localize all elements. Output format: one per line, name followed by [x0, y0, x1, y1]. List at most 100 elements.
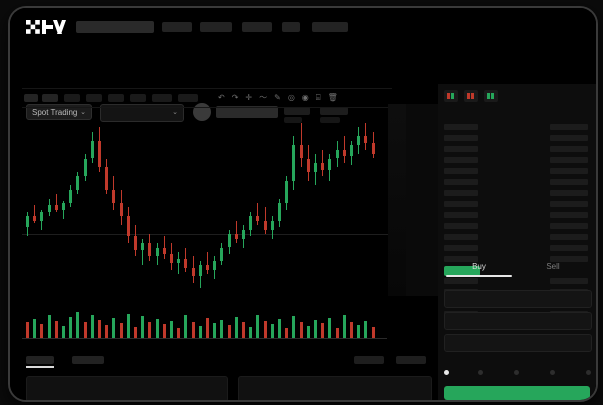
order-book-size-cell[interactable]: [444, 168, 478, 174]
chevron-down-icon: ⌄: [172, 109, 178, 116]
order-book-size-cell[interactable]: [444, 278, 478, 284]
candle-wick: [199, 260, 201, 288]
toolbar-timeframe-6[interactable]: [130, 94, 146, 102]
price-input-field[interactable]: [444, 312, 592, 330]
eye-icon[interactable]: ◉: [301, 93, 309, 102]
candle: [184, 247, 188, 272]
order-book-size-cell[interactable]: [444, 234, 478, 240]
candle: [47, 198, 51, 217]
order-book-price-cell[interactable]: [550, 223, 588, 229]
tab-sell[interactable]: Sell: [546, 262, 560, 271]
order-book-price-cell[interactable]: [550, 135, 588, 141]
lock-icon[interactable]: ⌸: [315, 93, 321, 102]
app-screen: Spot Trading ⌄ ⌄: [10, 8, 596, 400]
order-book-size-cell[interactable]: [444, 190, 478, 196]
order-book-header: [444, 110, 590, 116]
volume-bar: [191, 321, 195, 338]
order-book-size-cell[interactable]: [444, 201, 478, 207]
order-type-field[interactable]: [444, 290, 592, 308]
order-book-price-cell[interactable]: [550, 234, 588, 240]
candle-wick: [106, 158, 108, 195]
price-chart[interactable]: [22, 108, 397, 298]
order-book-price-cell[interactable]: [550, 124, 588, 130]
okx-logo[interactable]: [26, 20, 66, 34]
toolbar-timeframe-4[interactable]: [86, 94, 102, 102]
nav-item-5[interactable]: [312, 22, 348, 32]
toolbar-timeframe-3[interactable]: [64, 94, 80, 102]
undo-icon[interactable]: ↶: [218, 93, 225, 102]
volume-bar: [170, 320, 173, 338]
bottom-right-item-1[interactable]: [354, 356, 384, 364]
order-book-price-cell[interactable]: [550, 179, 588, 185]
order-book-size-cell[interactable]: [444, 212, 478, 218]
candle-wick: [250, 211, 252, 237]
bottom-right-item-2[interactable]: [396, 356, 426, 364]
bottom-tab-1[interactable]: [26, 356, 54, 364]
search-input[interactable]: [76, 21, 154, 33]
toolbar-indicator-button[interactable]: [178, 94, 198, 102]
candle: [350, 140, 353, 166]
trading-pair-selector[interactable]: ⌄: [100, 104, 184, 122]
order-book-size-cell[interactable]: [444, 245, 478, 251]
candle-wick: [336, 140, 338, 168]
candle: [69, 185, 73, 208]
volume-bar: [299, 321, 303, 338]
order-book-price-cell[interactable]: [550, 190, 588, 196]
order-book-price-cell[interactable]: [550, 146, 588, 152]
order-book-size-cell[interactable]: [444, 157, 478, 163]
toolbar-timeframe-2[interactable]: [42, 94, 58, 102]
slider-dot-3[interactable]: [550, 370, 555, 375]
toolbar-timeframe-5[interactable]: [108, 94, 124, 102]
magnet-icon[interactable]: ◎: [287, 93, 295, 102]
order-book-price-cell[interactable]: [550, 201, 588, 207]
volume-bar: [54, 320, 58, 338]
volume-bar: [40, 324, 44, 338]
candle-wick: [300, 122, 302, 168]
slider-dot-4[interactable]: [586, 370, 591, 375]
order-book-price-cell[interactable]: [550, 212, 588, 218]
trendline-icon[interactable]: 〜: [259, 93, 268, 102]
amount-input-field[interactable]: [444, 334, 592, 352]
amount-slider[interactable]: [444, 368, 594, 378]
slider-dot-2[interactable]: [514, 370, 519, 375]
order-book-price-cell[interactable]: [550, 157, 588, 163]
candle: [40, 209, 44, 230]
order-book-size-cell[interactable]: [444, 223, 478, 229]
orderbook-asks-icon[interactable]: [464, 90, 478, 102]
toolbar-timeframe-7[interactable]: [152, 94, 172, 102]
candle-wick: [343, 136, 345, 163]
order-book-price-cell[interactable]: [550, 168, 588, 174]
order-book-size-cell[interactable]: [444, 135, 478, 141]
slider-dot-0[interactable]: [444, 370, 449, 375]
crosshair-icon[interactable]: ✛: [245, 93, 253, 102]
order-book-price-cell[interactable]: [550, 256, 588, 262]
orderbook-both-icon[interactable]: [444, 90, 458, 102]
submit-buy-button[interactable]: [444, 386, 590, 400]
pencil-icon[interactable]: ✎: [274, 93, 281, 102]
bottom-tab-2[interactable]: [72, 356, 104, 364]
orderbook-bids-icon[interactable]: [484, 90, 498, 102]
order-book-size-cell[interactable]: [444, 179, 478, 185]
market-type-selector[interactable]: Spot Trading ⌄: [26, 104, 92, 120]
tab-buy[interactable]: Buy: [472, 262, 486, 271]
candle: [335, 140, 339, 168]
order-book-price-cell[interactable]: [550, 278, 588, 284]
candle: [119, 189, 123, 226]
nav-item-4[interactable]: [282, 22, 300, 32]
nav-item-2[interactable]: [200, 22, 232, 32]
trash-icon[interactable]: 🗑: [327, 93, 338, 102]
candle: [342, 136, 346, 163]
candle: [321, 149, 325, 177]
candle-wick: [221, 243, 223, 266]
nav-item-3[interactable]: [242, 22, 272, 32]
redo-icon[interactable]: ↷: [231, 93, 239, 102]
order-book-price-cell[interactable]: [550, 245, 588, 251]
volume-bar: [285, 328, 289, 338]
order-book-size-cell[interactable]: [444, 256, 478, 262]
toolbar-timeframe-1[interactable]: [24, 94, 38, 102]
nav-item-1[interactable]: [162, 22, 192, 32]
slider-dot-1[interactable]: [478, 370, 483, 375]
candle: [242, 225, 245, 248]
order-book-size-cell[interactable]: [444, 124, 478, 130]
order-book-size-cell[interactable]: [444, 146, 478, 152]
